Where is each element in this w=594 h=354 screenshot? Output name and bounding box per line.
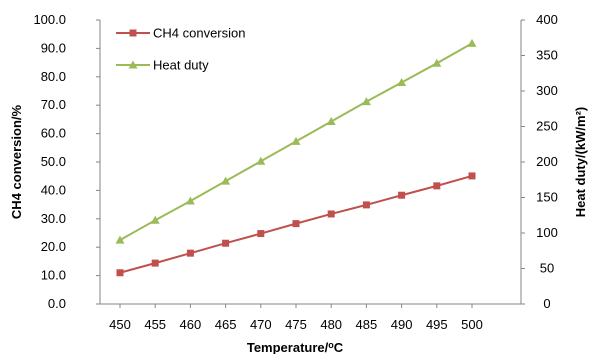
x-ticks: 450 455 460 465 470 475 480 485 490 495 500 bbox=[109, 304, 483, 332]
heat-duty-point bbox=[221, 176, 231, 185]
x-tick-label: 450 bbox=[109, 317, 131, 332]
left-y-tick-label: 10.0 bbox=[41, 268, 66, 283]
legend-label-heat-duty: Heat duty bbox=[153, 58, 209, 73]
right-y-axis-title: Heat duty/(kW/m²) bbox=[573, 107, 588, 218]
x-tick-label: 475 bbox=[285, 317, 307, 332]
legend-label-ch4-conversion: CH4 conversion bbox=[153, 26, 246, 41]
left-y-tick-label: 30.0 bbox=[41, 211, 66, 226]
x-axis-title: Temperature/oC bbox=[247, 340, 344, 354]
ch4-conversion-point bbox=[116, 269, 124, 277]
heat-duty-point bbox=[326, 117, 336, 126]
left-y-axis-title: CH4 conversion/% bbox=[9, 104, 24, 219]
left-y-tick-label: 80.0 bbox=[41, 69, 66, 84]
x-tick-label: 485 bbox=[356, 317, 378, 332]
x-axis-title-unit-rest: C bbox=[334, 340, 344, 354]
heat-duty-point bbox=[256, 156, 266, 165]
heat-duty-point bbox=[185, 196, 195, 205]
heat-duty-point bbox=[115, 235, 125, 244]
left-y-tick-label: 60.0 bbox=[41, 126, 66, 141]
ch4-conversion-point bbox=[327, 210, 335, 218]
ch4-conversion-point bbox=[151, 259, 159, 267]
left-y-tick-label: 100.0 bbox=[33, 12, 66, 27]
x-tick-label: 480 bbox=[320, 317, 342, 332]
heat-duty-point bbox=[467, 38, 477, 47]
ch4-conversion-point bbox=[468, 172, 476, 180]
heat-duty-point bbox=[432, 58, 442, 67]
right-y-tick-label: 50 bbox=[540, 261, 554, 276]
left-y-tick-label: 40.0 bbox=[41, 182, 66, 197]
right-y-tick-label: 200 bbox=[536, 154, 558, 169]
left-y-tick-label: 70.0 bbox=[41, 97, 66, 112]
right-y-ticks: 0 50 100 150 200 250 300 350 400 bbox=[521, 12, 558, 311]
heat-duty-point bbox=[361, 97, 371, 106]
legend-marker-ch4-conversion bbox=[129, 29, 137, 37]
x-tick-label: 465 bbox=[215, 317, 237, 332]
ch4-conversion-point bbox=[433, 182, 441, 190]
x-tick-label: 490 bbox=[391, 317, 413, 332]
legend-marker-heat-duty bbox=[128, 60, 138, 69]
x-tick-label: 495 bbox=[426, 317, 448, 332]
left-y-tick-label: 20.0 bbox=[41, 239, 66, 254]
right-y-tick-label: 400 bbox=[536, 12, 558, 27]
x-tick-label: 500 bbox=[461, 317, 483, 332]
right-y-tick-label: 350 bbox=[536, 48, 558, 63]
series-layer bbox=[115, 38, 477, 277]
right-y-tick-label: 0 bbox=[543, 296, 550, 311]
left-y-tick-label: 50.0 bbox=[41, 154, 66, 169]
x-axis-title-main: Temperature/ bbox=[247, 340, 329, 354]
ch4-conversion-point bbox=[362, 201, 370, 209]
ch4-conversion-point bbox=[398, 191, 406, 199]
right-y-tick-label: 150 bbox=[536, 190, 558, 205]
x-axis-title-unit-sup: o bbox=[328, 340, 334, 350]
x-tick-label: 455 bbox=[144, 317, 166, 332]
ch4-conversion-point bbox=[186, 249, 194, 257]
heat-duty-point bbox=[150, 215, 160, 224]
ch4-conversion-point bbox=[257, 230, 265, 238]
ch4-conversion-point bbox=[222, 239, 230, 247]
left-y-tick-label: 0.0 bbox=[48, 296, 66, 311]
left-y-tick-label: 90.0 bbox=[41, 40, 66, 55]
heat-duty-point bbox=[397, 77, 407, 86]
x-tick-label: 470 bbox=[250, 317, 272, 332]
left-y-ticks: 0.0 10.0 20.0 30.0 40.0 50.0 60.0 70.0 80.0 90.0 1… bbox=[33, 12, 100, 311]
legend: CH4 conversion Heat duty bbox=[116, 26, 246, 73]
x-tick-label: 460 bbox=[180, 317, 202, 332]
ch4-conversion-point bbox=[292, 220, 300, 228]
right-y-tick-label: 300 bbox=[536, 83, 558, 98]
right-y-tick-label: 250 bbox=[536, 119, 558, 134]
heat-duty-point bbox=[291, 136, 301, 145]
right-y-tick-label: 100 bbox=[536, 225, 558, 240]
